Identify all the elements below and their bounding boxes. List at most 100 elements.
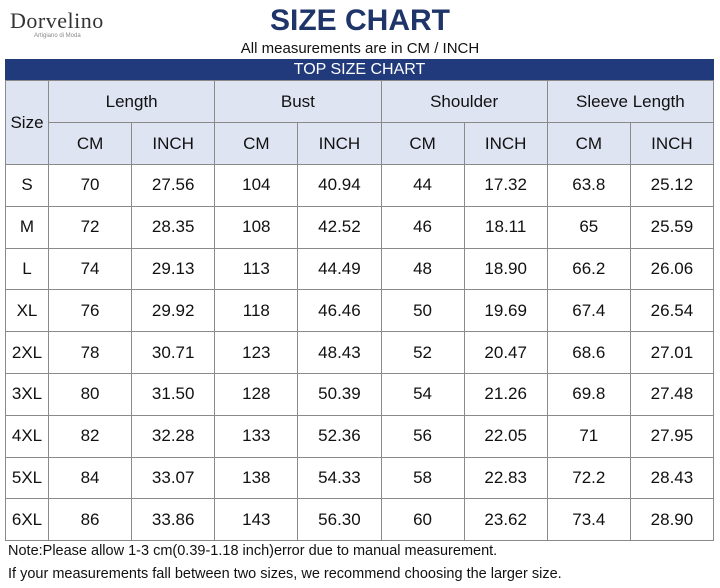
value-cell: 118: [214, 289, 299, 333]
value-cell: 133: [214, 414, 299, 458]
unit-header: INCH: [629, 122, 715, 165]
value-cell: 28.90: [629, 498, 715, 542]
value-cell: 78: [47, 331, 133, 374]
value-cell: 29.92: [131, 289, 216, 333]
value-cell: 27.48: [629, 372, 715, 416]
size-cell: 6XL: [5, 498, 49, 542]
size-cell: 5XL: [5, 456, 49, 500]
size-cell: 4XL: [5, 414, 49, 458]
value-cell: 22.83: [463, 456, 548, 500]
value-cell: 19.69: [463, 289, 548, 333]
size-cell: XL: [5, 289, 49, 333]
value-cell: 27.56: [131, 164, 216, 207]
unit-header: CM: [214, 122, 299, 165]
value-cell: 73.4: [546, 498, 631, 542]
value-cell: 46.46: [297, 289, 382, 333]
size-cell: 2XL: [5, 331, 49, 374]
value-cell: 29.13: [131, 247, 216, 291]
value-cell: 66.2: [546, 247, 631, 291]
size-cell: M: [5, 205, 49, 249]
value-cell: 143: [214, 498, 299, 542]
unit-header: INCH: [131, 122, 216, 165]
size-cell: L: [5, 247, 49, 291]
value-cell: 65: [546, 205, 631, 249]
value-cell: 28.43: [629, 456, 715, 500]
value-cell: 67.4: [546, 289, 631, 333]
value-cell: 26.54: [629, 289, 715, 333]
value-cell: 74: [47, 247, 133, 291]
unit-header: INCH: [297, 122, 382, 165]
data-row: L 74 29.13 113 44.49 48 18.90 66.2 26.06: [5, 247, 715, 291]
value-cell: 104: [214, 164, 299, 207]
unit-header: CM: [47, 122, 133, 165]
size-cell: S: [5, 164, 49, 207]
header-row: Size Length Bust Shoulder Sleeve Length: [5, 80, 715, 165]
unit-header: CM: [546, 122, 631, 165]
value-cell: 138: [214, 456, 299, 500]
unit-header: CM: [380, 122, 465, 165]
value-cell: 33.86: [131, 498, 216, 542]
value-cell: 69.8: [546, 372, 631, 416]
value-cell: 72: [47, 205, 133, 249]
value-cell: 54: [380, 372, 465, 416]
value-cell: 28.35: [131, 205, 216, 249]
size-header: Size: [5, 80, 49, 165]
note: Note:Please allow 1-3 cm(0.39-1.18 inch)…: [8, 543, 498, 559]
value-cell: 52.36: [297, 414, 382, 458]
value-cell: 42.52: [297, 205, 382, 249]
value-cell: 113: [214, 247, 299, 291]
value-cell: 52: [380, 331, 465, 374]
group-header: Bust: [214, 80, 382, 123]
value-cell: 108: [214, 205, 299, 249]
value-cell: 72.2: [546, 456, 631, 500]
data-row: M 72 28.35 108 42.52 46 18.11 65 25.59: [5, 205, 715, 249]
title: SIZE CHART: [270, 4, 450, 37]
value-cell: 56: [380, 414, 465, 458]
value-cell: 60: [380, 498, 465, 542]
value-cell: 128: [214, 372, 299, 416]
value-cell: 50: [380, 289, 465, 333]
size-cell: 3XL: [5, 372, 49, 416]
size-table: Size Length Bust Shoulder Sleeve Length CM INC…: [5, 80, 715, 542]
value-cell: 48: [380, 247, 465, 291]
value-cell: 63.8: [546, 164, 631, 207]
group-header: Length: [47, 80, 216, 123]
value-cell: 23.62: [463, 498, 548, 542]
tagline: Artigiano di Moda: [34, 33, 81, 39]
value-cell: 18.11: [463, 205, 548, 249]
value-cell: 56.30: [297, 498, 382, 542]
value-cell: 21.26: [463, 372, 548, 416]
value-cell: 30.71: [131, 331, 216, 374]
value-cell: 27.01: [629, 331, 715, 374]
value-cell: 80: [47, 372, 133, 416]
unit-row: CM INCH CM INCH CM INCH CM INCH: [6, 122, 715, 165]
value-cell: 70: [47, 164, 133, 207]
value-cell: 22.05: [463, 414, 548, 458]
value-cell: 44: [380, 164, 465, 207]
value-cell: 25.12: [629, 164, 715, 207]
value-cell: 44.49: [297, 247, 382, 291]
value-cell: 48.43: [297, 331, 382, 374]
subtitle: All measurements are in CM / INCH: [240, 40, 480, 57]
value-cell: 86: [47, 498, 133, 542]
data-row: 4XL 82 32.28 133 52.36 56 22.05 71 27.95: [5, 414, 715, 458]
value-cell: 58: [380, 456, 465, 500]
value-cell: 71: [546, 414, 631, 458]
value-cell: 18.90: [463, 247, 548, 291]
value-cell: 17.32: [463, 164, 548, 207]
value-cell: 33.07: [131, 456, 216, 500]
value-cell: 50.39: [297, 372, 382, 416]
value-cell: 25.59: [629, 205, 715, 249]
value-cell: 31.50: [131, 372, 216, 416]
value-cell: 32.28: [131, 414, 216, 458]
value-cell: 27.95: [629, 414, 715, 458]
value-cell: 82: [47, 414, 133, 458]
logo: Dorvelino: [10, 8, 104, 33]
data-row: 5XL 84 33.07 138 54.33 58 22.83 72.2 28.43: [5, 456, 715, 500]
value-cell: 26.06: [629, 247, 715, 291]
data-row: 2XL 78 30.71 123 48.43 52 20.47 68.6 27.01: [5, 331, 715, 374]
data-row: 6XL 86 33.86 143 56.30 60 23.62 73.4 28.90: [5, 498, 715, 542]
data-row: S 70 27.56 104 40.94 44 17.32 63.8 25.12: [5, 164, 715, 207]
note: If your measurements fall between two si…: [8, 566, 562, 582]
banner: TOP SIZE CHART: [5, 59, 714, 80]
